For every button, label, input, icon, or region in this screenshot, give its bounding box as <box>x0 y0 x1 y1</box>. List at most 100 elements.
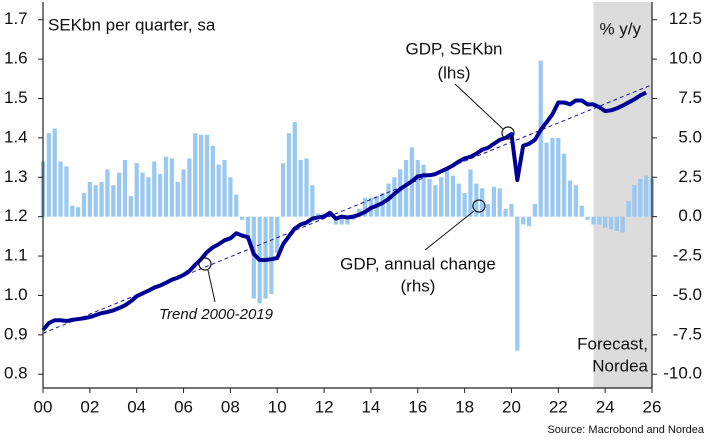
bar <box>444 169 450 217</box>
bar <box>585 216 590 220</box>
x-tick-label: 00 <box>34 397 53 416</box>
bar <box>556 137 561 217</box>
bar <box>415 159 420 217</box>
y-tick-label: 0.8 <box>4 364 28 383</box>
bar <box>456 183 461 217</box>
bar <box>286 133 292 217</box>
y-axis-title: SEKbn per quarter, sa <box>48 15 216 34</box>
y2-tick-label: 0.0 <box>678 206 702 225</box>
y-tick-label: 1.4 <box>4 127 28 146</box>
bar <box>603 216 608 228</box>
bar <box>491 186 497 217</box>
bar <box>403 159 409 217</box>
bar <box>421 164 426 217</box>
bar <box>567 180 573 217</box>
bar <box>532 204 537 217</box>
trend-line <box>42 84 653 334</box>
y-tick-label: 1.7 <box>4 9 28 28</box>
annotation: Forecast, <box>577 334 648 353</box>
bar <box>597 216 602 225</box>
x-tick-label: 06 <box>174 397 193 416</box>
bar <box>99 182 104 217</box>
bar <box>70 205 75 217</box>
bar <box>263 216 268 299</box>
bar <box>222 159 227 217</box>
forecast-region <box>593 2 652 388</box>
y-tick-label: 0.9 <box>4 324 28 343</box>
bar <box>158 174 163 217</box>
bar <box>64 166 69 217</box>
bar <box>304 158 309 217</box>
bar <box>181 169 186 217</box>
source: Source: Macrobond and Nordea <box>547 424 704 436</box>
y2-tick-label: 10.0 <box>669 49 702 68</box>
x-tick-label: 20 <box>502 397 521 416</box>
bar <box>228 177 233 217</box>
bar <box>152 161 157 217</box>
bar <box>362 197 368 217</box>
bar <box>58 161 63 217</box>
callout-marker <box>472 199 486 213</box>
x-tick-label: 16 <box>408 397 427 416</box>
bar <box>175 182 180 217</box>
callout-marker <box>501 126 515 140</box>
y-tick-label: 1.6 <box>4 49 28 68</box>
annotation: Trend 2000-2019 <box>159 306 274 323</box>
bar <box>608 216 614 230</box>
bar <box>638 178 643 217</box>
bar <box>275 216 280 253</box>
callout-leader <box>207 269 216 303</box>
bar <box>544 142 549 217</box>
x-tick-label: 14 <box>361 397 380 416</box>
bar <box>93 185 98 217</box>
y-tick-label: 1.5 <box>4 88 28 107</box>
x-tick-label: 10 <box>268 397 287 416</box>
bar <box>450 175 456 217</box>
bar <box>614 216 619 231</box>
annotation: GDP, annual change <box>340 254 496 273</box>
x-tick-label: 02 <box>80 397 99 416</box>
bar <box>210 145 215 217</box>
bar <box>187 158 192 217</box>
bar <box>122 159 128 217</box>
bar <box>169 158 174 217</box>
y-tick-label: 1.3 <box>4 167 28 186</box>
bar <box>515 216 520 351</box>
callout-marker <box>198 257 212 271</box>
bar <box>538 60 543 217</box>
y-tick-label: 1.1 <box>4 246 28 265</box>
bar <box>251 216 256 299</box>
bar <box>140 172 145 217</box>
bar <box>280 163 286 217</box>
y2-tick-label: 12.5 <box>669 9 702 28</box>
bar <box>497 188 502 217</box>
annotation: Nordea <box>592 356 648 375</box>
bar <box>480 188 485 217</box>
bar <box>52 128 57 217</box>
annotation: GDP, SEKbn <box>405 39 502 58</box>
bar <box>573 185 578 217</box>
bar <box>111 185 116 217</box>
bar <box>398 169 403 217</box>
y2-tick-label: -10.0 <box>663 364 702 383</box>
y2-tick-label: 7.5 <box>678 88 702 107</box>
callout-leader <box>424 210 475 251</box>
x-tick-label: 04 <box>127 397 146 416</box>
bar <box>163 156 169 217</box>
bar <box>433 185 438 217</box>
bar <box>193 133 198 217</box>
x-tick-label: 24 <box>596 397 615 416</box>
bar <box>521 216 526 225</box>
bar <box>392 177 397 217</box>
line <box>41 90 647 332</box>
y-tick-label: 1.0 <box>4 285 28 304</box>
bar <box>216 164 221 217</box>
y2-tick-label: 2.5 <box>678 167 702 186</box>
bar <box>87 182 92 217</box>
x-tick-label: 18 <box>455 397 474 416</box>
bar <box>298 159 303 217</box>
annotation: (rhs) <box>401 276 436 295</box>
bar <box>509 204 514 217</box>
y2-tick-label: 5.0 <box>678 127 702 146</box>
